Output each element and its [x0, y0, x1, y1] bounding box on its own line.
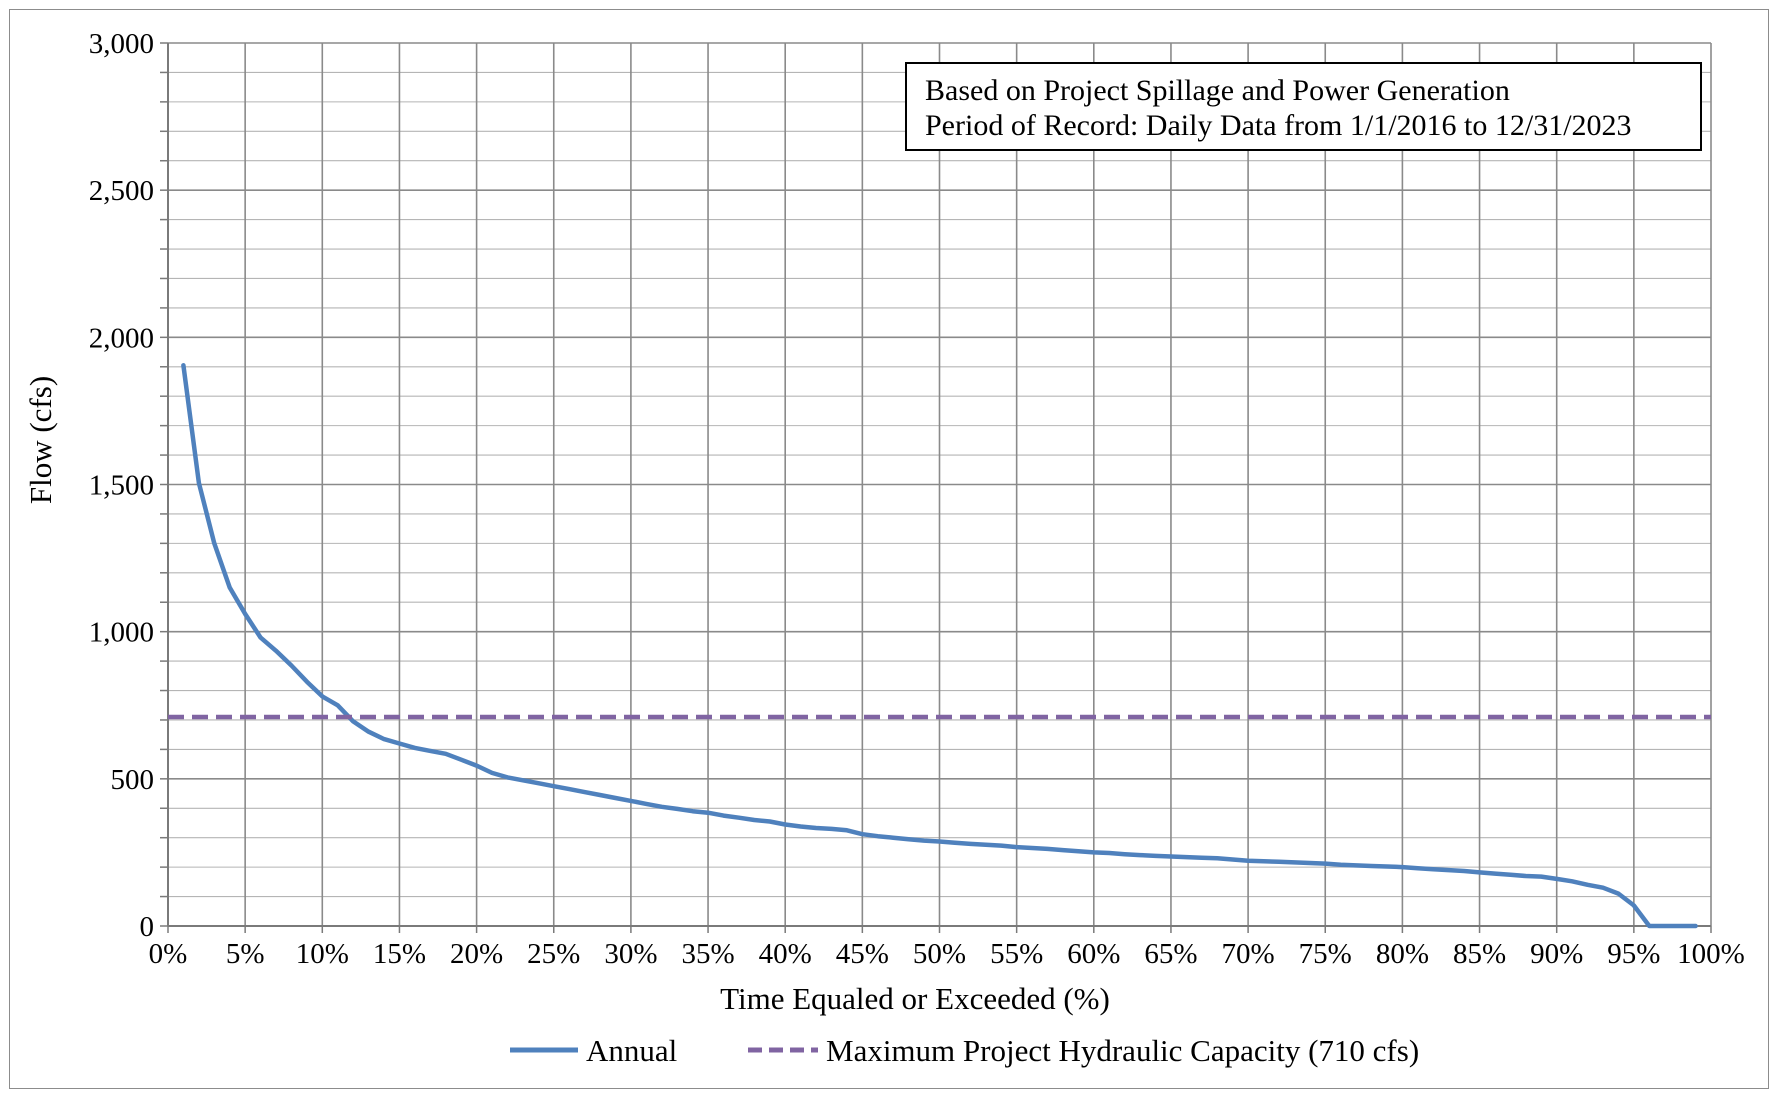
x-tick-label: 25%	[527, 938, 580, 970]
x-tick-label: 80%	[1376, 938, 1429, 970]
x-tick-label: 30%	[604, 938, 657, 970]
x-tick-label: 75%	[1299, 938, 1352, 970]
annual-series-line	[181, 363, 1698, 929]
y-tick-label: 500	[111, 764, 155, 796]
x-tick-label: 20%	[450, 938, 503, 970]
annotation-box: Based on Project Spillage and Power Gene…	[905, 62, 1702, 151]
x-tick-label: 70%	[1222, 938, 1275, 970]
x-tick-label: 40%	[759, 938, 812, 970]
annotation-border	[905, 62, 1702, 151]
y-tick-labels: 0 500 1,000 1,500 2,000 2,500 3,000	[89, 28, 154, 943]
x-tick-label: 0%	[149, 938, 188, 970]
x-tick-label: 10%	[296, 938, 349, 970]
x-tick-label: 55%	[990, 938, 1043, 970]
legend: Annual Maximum Project Hydraulic Capacit…	[510, 1033, 1419, 1068]
x-axis-title: Time Equaled or Exceeded (%)	[720, 981, 1110, 1016]
x-tick-label: 5%	[226, 938, 265, 970]
x-tick-label: 95%	[1607, 938, 1660, 970]
x-tick-label: 90%	[1530, 938, 1583, 970]
annotation-line2: Period of Record: Daily Data from 1/1/20…	[925, 109, 1632, 142]
legend-label-annual: Annual	[586, 1033, 677, 1068]
y-tick-label: 2,000	[89, 322, 154, 354]
grid-lines	[160, 42, 1712, 933]
x-tick-label: 100%	[1677, 938, 1745, 970]
y-tick-label: 0	[140, 911, 155, 943]
y-axis-title: Flow (cfs)	[23, 376, 58, 504]
x-tick-label: 65%	[1144, 938, 1197, 970]
x-tick-label: 85%	[1453, 938, 1506, 970]
y-tick-label: 1,000	[89, 617, 154, 649]
x-tick-label: 35%	[681, 938, 734, 970]
flow-duration-chart: 0 500 1,000 1,500 2,000 2,500 3,000 0% 5% 10% 15%…	[23, 28, 1745, 1068]
y-tick-label: 2,500	[89, 175, 154, 207]
x-tick-label: 45%	[836, 938, 889, 970]
chart-frame: 0 500 1,000 1,500 2,000 2,500 3,000 0% 5% 10% 15%…	[9, 9, 1769, 1089]
legend-label-capacity: Maximum Project Hydraulic Capacity (710 …	[826, 1033, 1419, 1068]
y-tick-label: 1,500	[89, 470, 154, 502]
x-tick-labels: 0% 5% 10% 15% 20% 25% 30% 35% 40% 45% 50% 55% 60% 65%…	[149, 938, 1745, 970]
y-tick-label: 3,000	[89, 28, 154, 60]
series-layer	[168, 363, 1711, 929]
x-tick-label: 50%	[913, 938, 966, 970]
annotation-line1: Based on Project Spillage and Power Gene…	[925, 74, 1510, 107]
x-tick-label: 15%	[373, 938, 426, 970]
x-tick-label: 60%	[1067, 938, 1120, 970]
